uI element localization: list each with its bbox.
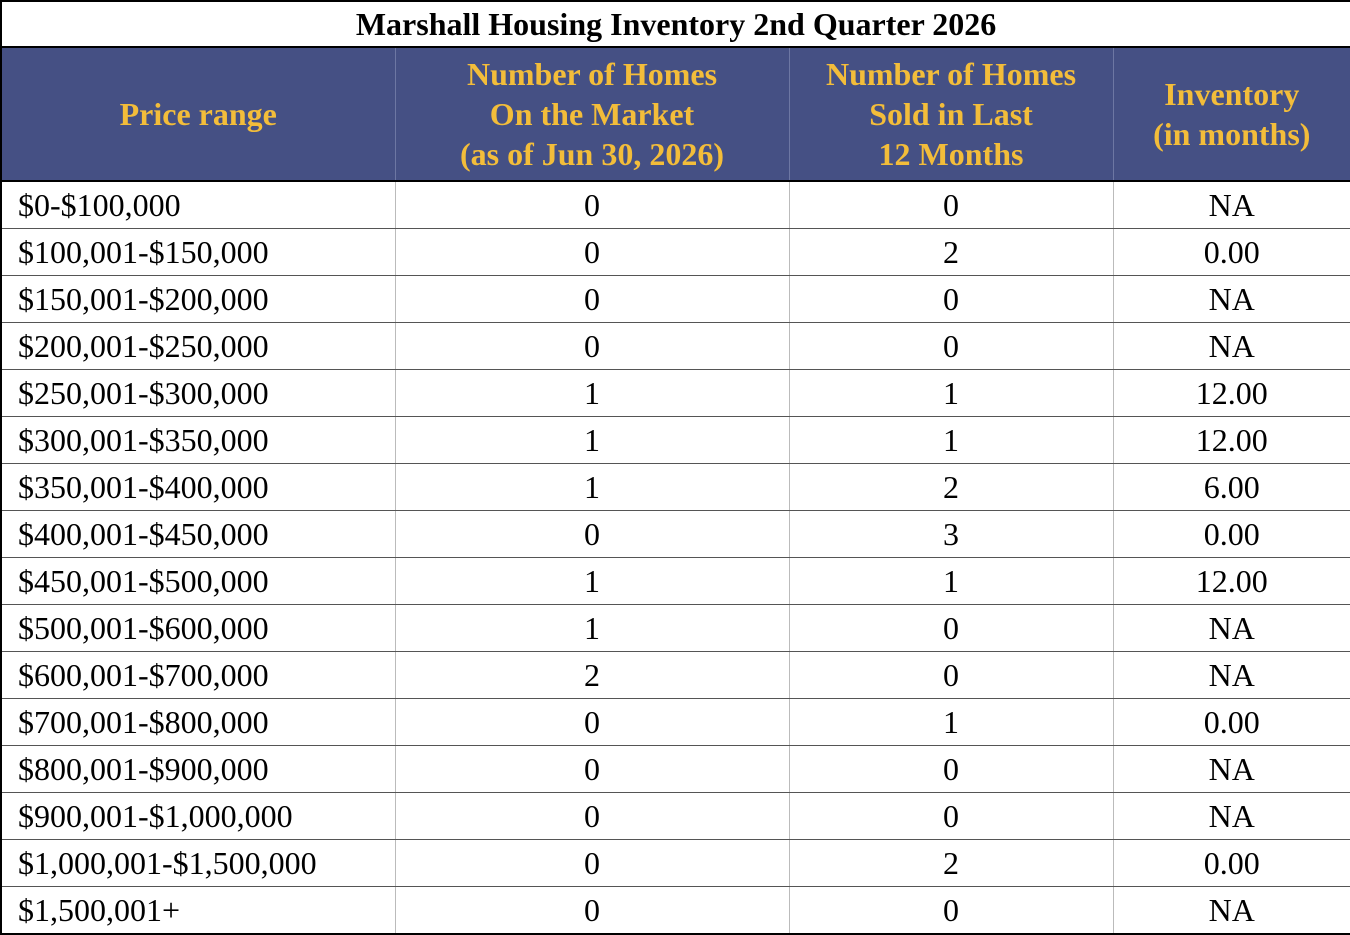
inventory-cell: NA — [1112, 745, 1350, 793]
sold-cell: 2 — [788, 463, 1113, 511]
inventory-cell: NA — [1112, 275, 1350, 323]
table-row: $150,001-$200,000 0 0 NA — [0, 275, 1350, 323]
on-market-cell: 0 — [394, 228, 789, 276]
on-market-cell: 0 — [394, 510, 789, 558]
on-market-cell: 1 — [394, 416, 789, 464]
inventory-cell: NA — [1112, 604, 1350, 652]
header-line: Price range — [119, 96, 277, 132]
header-row: Price range Number of Homes On the Marke… — [0, 47, 1350, 182]
table-row: $250,001-$300,000 1 1 12.00 — [0, 369, 1350, 417]
header-line: Sold in Last — [869, 96, 1033, 132]
sold-cell: 1 — [788, 698, 1113, 746]
inventory-cell: NA — [1112, 886, 1350, 935]
sold-cell: 0 — [788, 792, 1113, 840]
table-row: $300,001-$350,000 1 1 12.00 — [0, 416, 1350, 464]
price-range-cell: $250,001-$300,000 — [0, 369, 395, 417]
price-range-cell: $150,001-$200,000 — [0, 275, 395, 323]
table-row: $0-$100,000 0 0 NA — [0, 181, 1350, 229]
header-inventory: Inventory (in months) — [1112, 47, 1350, 182]
table-row: $1,500,001+ 0 0 NA — [0, 886, 1350, 935]
table-row: $600,001-$700,000 2 0 NA — [0, 651, 1350, 699]
sold-cell: 0 — [788, 181, 1113, 229]
inventory-cell: 0.00 — [1112, 698, 1350, 746]
table-row: $500,001-$600,000 1 0 NA — [0, 604, 1350, 652]
table-body: $0-$100,000 0 0 NA $100,001-$150,000 0 2 0.00 $1… — [0, 181, 1350, 935]
header-line: Number of Homes — [466, 56, 718, 92]
price-range-cell: $350,001-$400,000 — [0, 463, 395, 511]
inventory-cell: 12.00 — [1112, 416, 1350, 464]
table-row: $450,001-$500,000 1 1 12.00 — [0, 557, 1350, 605]
price-range-cell: $1,000,001-$1,500,000 — [0, 839, 395, 887]
header-price-range: Price range — [0, 47, 396, 182]
on-market-cell: 0 — [394, 322, 789, 370]
inventory-cell: 0.00 — [1112, 510, 1350, 558]
on-market-cell: 0 — [394, 698, 789, 746]
table-row: $400,001-$450,000 0 3 0.00 — [0, 510, 1350, 558]
price-range-cell: $500,001-$600,000 — [0, 604, 395, 652]
price-range-cell: $800,001-$900,000 — [0, 745, 395, 793]
table-row: $900,001-$1,000,000 0 0 NA — [0, 792, 1350, 840]
price-range-cell: $200,001-$250,000 — [0, 322, 395, 370]
sold-cell: 2 — [788, 839, 1113, 887]
on-market-cell: 0 — [394, 886, 789, 935]
inventory-cell: 6.00 — [1112, 463, 1350, 511]
on-market-cell: 0 — [394, 839, 789, 887]
inventory-cell: 0.00 — [1112, 839, 1350, 887]
inventory-cell: NA — [1112, 181, 1350, 229]
on-market-cell: 1 — [394, 463, 789, 511]
on-market-cell: 1 — [394, 557, 789, 605]
sold-cell: 0 — [788, 322, 1113, 370]
sold-cell: 3 — [788, 510, 1113, 558]
price-range-cell: $0-$100,000 — [0, 181, 395, 229]
on-market-cell: 0 — [394, 745, 789, 793]
price-range-cell: $1,500,001+ — [0, 886, 395, 935]
header-on-market: Number of Homes On the Market (as of Jun… — [394, 47, 790, 182]
inventory-cell: NA — [1112, 792, 1350, 840]
price-range-cell: $700,001-$800,000 — [0, 698, 395, 746]
table-row: $200,001-$250,000 0 0 NA — [0, 322, 1350, 370]
on-market-cell: 0 — [394, 275, 789, 323]
sold-cell: 0 — [788, 745, 1113, 793]
price-range-cell: $400,001-$450,000 — [0, 510, 395, 558]
price-range-cell: $450,001-$500,000 — [0, 557, 395, 605]
header-line: Inventory — [1164, 76, 1300, 112]
sold-cell: 1 — [788, 369, 1113, 417]
sold-cell: 0 — [788, 886, 1113, 935]
price-range-cell: $300,001-$350,000 — [0, 416, 395, 464]
table-row: $100,001-$150,000 0 2 0.00 — [0, 228, 1350, 276]
price-range-cell: $900,001-$1,000,000 — [0, 792, 395, 840]
sold-cell: 1 — [788, 557, 1113, 605]
header-sold: Number of Homes Sold in Last 12 Months — [788, 47, 1114, 182]
price-range-cell: $100,001-$150,000 — [0, 228, 395, 276]
header-line: On the Market — [489, 96, 695, 132]
inventory-cell: 12.00 — [1112, 369, 1350, 417]
inventory-cell: 0.00 — [1112, 228, 1350, 276]
header-line: 12 Months — [878, 136, 1024, 172]
on-market-cell: 1 — [394, 369, 789, 417]
inventory-cell: NA — [1112, 322, 1350, 370]
sold-cell: 0 — [788, 604, 1113, 652]
inventory-cell: NA — [1112, 651, 1350, 699]
header-line: (as of Jun 30, 2026) — [459, 136, 724, 172]
sold-cell: 1 — [788, 416, 1113, 464]
sold-cell: 0 — [788, 275, 1113, 323]
table-row: $700,001-$800,000 0 1 0.00 — [0, 698, 1350, 746]
table-row: $350,001-$400,000 1 2 6.00 — [0, 463, 1350, 511]
on-market-cell: 0 — [394, 792, 789, 840]
table-row: $1,000,001-$1,500,000 0 2 0.00 — [0, 839, 1350, 887]
price-range-cell: $600,001-$700,000 — [0, 651, 395, 699]
on-market-cell: 0 — [394, 181, 789, 229]
on-market-cell: 1 — [394, 604, 789, 652]
on-market-cell: 2 — [394, 651, 789, 699]
sold-cell: 0 — [788, 651, 1113, 699]
inventory-cell: 12.00 — [1112, 557, 1350, 605]
table-title: Marshall Housing Inventory 2nd Quarter 2… — [0, 0, 1350, 48]
sold-cell: 2 — [788, 228, 1113, 276]
header-line: (in months) — [1153, 116, 1311, 152]
table-row: $800,001-$900,000 0 0 NA — [0, 745, 1350, 793]
header-line: Number of Homes — [825, 56, 1077, 92]
